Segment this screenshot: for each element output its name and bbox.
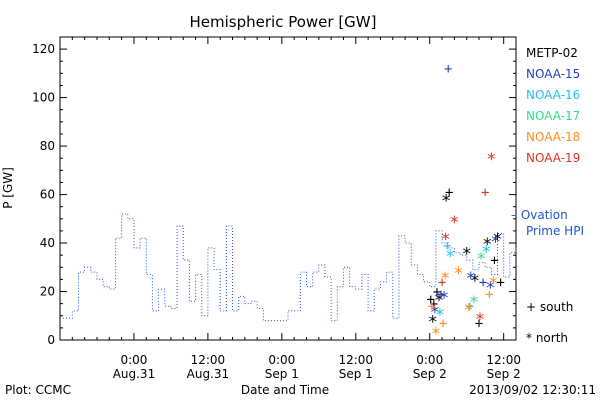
y-tick-label: 20 [40, 285, 55, 299]
south-marker: + [428, 299, 436, 315]
north-marker: * [470, 271, 480, 291]
ovation-legend: – Ovation Prime HPI [511, 208, 584, 238]
north-marker: * [486, 150, 496, 170]
x-tick-label: 12:00 [338, 353, 373, 367]
chart-title: Hemispheric Power [GW] [190, 13, 377, 31]
south-marker: + [490, 253, 498, 269]
x-tick-label: 0:00 [416, 353, 443, 367]
x-tick-date-label: Aug.31 [187, 367, 230, 381]
north-marker: * [434, 291, 444, 311]
north-marker: * [475, 310, 485, 330]
south-marker: + [443, 238, 451, 254]
y-tick-label: 100 [32, 91, 55, 105]
y-tick-label: 80 [40, 139, 55, 153]
plot-credit: Plot: CCMC [5, 383, 71, 397]
north-marker: * [435, 305, 445, 325]
south-marker: + [479, 275, 487, 291]
north-marker: * [490, 233, 500, 253]
south-marker: + [481, 185, 489, 201]
north-marker: * [441, 230, 451, 250]
y-tick-label: 0 [47, 333, 55, 347]
x-tick-date-label: Sep 1 [339, 367, 373, 381]
north-marker: * [441, 191, 451, 211]
x-tick-label: 0:00 [120, 353, 147, 367]
legend-item-metp-02: METP-02 [526, 46, 578, 60]
legend-item-noaa-16: NOAA-16 [526, 88, 580, 102]
legend-item-noaa-19: NOAA-19 [526, 151, 580, 165]
north-marker: * [482, 235, 492, 255]
x-tick-label: 0:00 [268, 353, 295, 367]
north-marker: * [430, 303, 440, 323]
north-marker: * [431, 325, 441, 345]
north-marker: * [466, 269, 476, 289]
south-marker: + [430, 297, 438, 313]
ovation-legend-line2: Prime HPI [526, 224, 584, 238]
y-tick-label: 120 [32, 42, 55, 56]
x-tick-label: 12:00 [486, 353, 521, 367]
south-marker: + [437, 287, 445, 303]
plot-frame [59, 36, 517, 341]
north-marker: * [469, 293, 479, 313]
south-marker: + [496, 275, 504, 291]
x-tick-date-label: Sep 2 [487, 367, 521, 381]
legend-item-noaa-17: NOAA-17 [526, 109, 580, 123]
north-marker: * [445, 247, 455, 267]
south-marker: + [433, 285, 441, 301]
x-tick-label: 12:00 [191, 353, 226, 367]
y-axis: 0 20 40 60 80 100 120 [32, 36, 516, 347]
south-marker: + [444, 62, 452, 78]
north-marker: * [481, 242, 491, 262]
north-marker: * [492, 230, 502, 250]
south-marker: + [466, 299, 474, 315]
north-marker: * [485, 279, 495, 299]
legend-item-noaa-15: NOAA-15 [526, 67, 580, 81]
x-tick-date-label: Sep 1 [265, 367, 299, 381]
south-marker: + [427, 292, 435, 308]
south-marker: + [439, 316, 447, 332]
x-axis-label: Date and Time [241, 383, 329, 397]
north-marker: * [488, 274, 498, 294]
x-tick-date-label: Aug.31 [113, 367, 156, 381]
legend-item-noaa-18: NOAA-18 [526, 130, 580, 144]
north-marker: * [462, 245, 472, 265]
symbol-legend-north: * north [526, 331, 568, 345]
symbol-legend: + south * north [526, 300, 573, 345]
north-marker: * [476, 250, 486, 270]
y-axis-label: P [GW] [1, 167, 15, 209]
south-marker: + [445, 185, 453, 201]
north-marker: * [464, 300, 474, 320]
marker-group: +++++++****** *+++*** **++** ***+++** ***++*… [427, 62, 505, 345]
north-marker: * [440, 269, 450, 289]
ovation-legend-line1: – Ovation [511, 208, 568, 222]
symbol-legend-south: + south [526, 300, 573, 314]
north-marker: * [449, 213, 459, 233]
ovation-series-line [60, 213, 517, 322]
south-marker: + [438, 275, 446, 291]
plot-timestamp: 2013/09/02 12:30:11 [469, 383, 596, 397]
north-marker: * [453, 264, 463, 284]
x-tick-date-label: Sep 2 [413, 367, 447, 381]
south-marker: + [475, 316, 483, 332]
satellite-legend: METP-02 NOAA-15 NOAA-16 NOAA-17 NOAA-18 NOAA-… [526, 46, 580, 165]
y-tick-label: 40 [40, 236, 55, 250]
north-marker: * [428, 313, 438, 333]
south-marker: + [485, 287, 493, 303]
y-tick-label: 60 [40, 188, 55, 202]
north-marker: * [439, 288, 449, 308]
